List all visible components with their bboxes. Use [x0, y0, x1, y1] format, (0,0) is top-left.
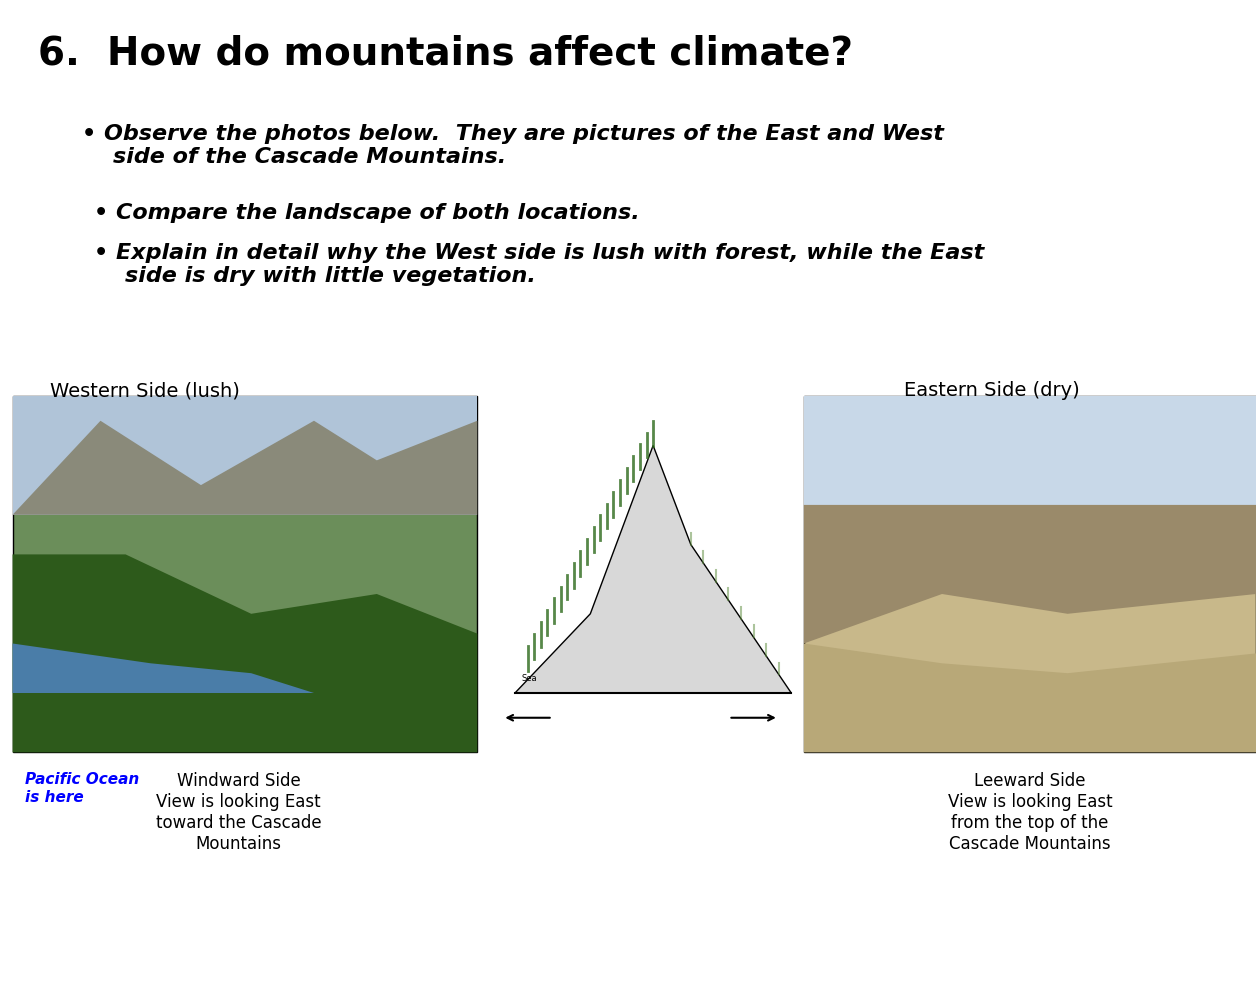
Text: • Compare the landscape of both locations.: • Compare the landscape of both location…	[94, 203, 641, 223]
Polygon shape	[804, 505, 1256, 644]
Polygon shape	[13, 554, 477, 752]
Text: • Observe the photos below.  They are pictures of the East and West
    side of : • Observe the photos below. They are pic…	[82, 124, 943, 167]
Polygon shape	[13, 644, 314, 693]
Text: Pacific Ocean
is here: Pacific Ocean is here	[25, 772, 139, 805]
Polygon shape	[13, 421, 477, 515]
Text: Leeward Side
View is looking East
from the top of the
Cascade Mountains: Leeward Side View is looking East from t…	[947, 772, 1113, 852]
Polygon shape	[515, 446, 791, 693]
FancyBboxPatch shape	[804, 396, 1256, 752]
Text: 6.  How do mountains affect climate?: 6. How do mountains affect climate?	[38, 35, 853, 72]
Text: Eastern Side (dry): Eastern Side (dry)	[904, 381, 1080, 400]
Text: • Explain in detail why the West side is lush with forest, while the East
    si: • Explain in detail why the West side is…	[94, 243, 985, 286]
Text: Windward Side
View is looking East
toward the Cascade
Mountains: Windward Side View is looking East towar…	[156, 772, 322, 852]
FancyBboxPatch shape	[13, 396, 477, 515]
FancyBboxPatch shape	[804, 396, 1256, 505]
Polygon shape	[804, 644, 1256, 752]
Text: Western Side (lush): Western Side (lush)	[50, 381, 240, 400]
Text: Sea: Sea	[521, 674, 536, 683]
FancyBboxPatch shape	[13, 396, 477, 752]
